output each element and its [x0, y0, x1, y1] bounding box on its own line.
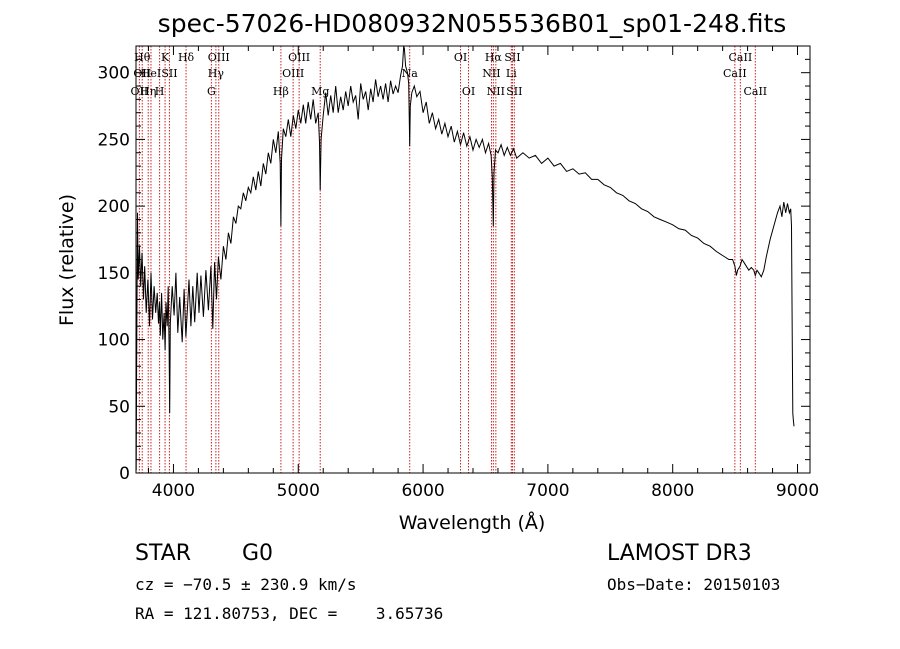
- x-tick-label: 4000: [152, 481, 195, 501]
- y-tick-label: 0: [119, 464, 130, 484]
- plot-frame: [135, 45, 811, 474]
- line-marker-label: H: [155, 85, 165, 98]
- line-marker-label: OIII: [288, 51, 310, 64]
- axis-tick-labels: 4000 5000 6000 7000 8000 9000 0 50 100 150 200 250 3…: [98, 64, 820, 501]
- line-marker-label: OIII: [282, 67, 304, 80]
- coordinates: RA = 121.80753, DEC = 3.65736: [135, 604, 443, 623]
- y-tick-label: 250: [98, 130, 130, 150]
- x-tick-label: 5000: [277, 481, 320, 501]
- line-marker-label: SII: [506, 85, 522, 98]
- line-marker-label: Hδ: [178, 51, 195, 64]
- line-marker-label: OIII: [208, 51, 230, 64]
- line-marker-label: Mg: [311, 85, 329, 98]
- line-marker-label: SII: [504, 51, 520, 64]
- line-marker-label: Hγ: [208, 67, 225, 80]
- line-marker-label: G: [207, 85, 216, 98]
- x-tick-label: 8000: [651, 481, 694, 501]
- line-marker-label: CaII: [743, 85, 767, 98]
- y-tick-label: 200: [98, 197, 130, 217]
- line-marker-label: K: [161, 51, 170, 64]
- object-subclass: G0: [242, 541, 273, 566]
- x-tick-label: 6000: [401, 481, 444, 501]
- spectrum-line: [135, 45, 795, 471]
- line-marker-layer: [138, 46, 756, 473]
- line-marker-label: NII: [487, 85, 505, 98]
- line-marker-label: Na: [402, 67, 419, 80]
- line-marker-label: Li: [506, 67, 517, 80]
- y-tick-label: 100: [98, 331, 130, 351]
- axis-ticks: [136, 46, 810, 474]
- survey-name: LAMOST DR3: [607, 541, 752, 566]
- line-marker-label: CaII: [729, 51, 753, 64]
- x-axis-label: Wavelength (Å): [399, 511, 546, 534]
- line-marker-label: NII: [482, 67, 500, 80]
- y-axis-label: Flux (relative): [56, 194, 78, 326]
- line-marker-label: Hη: [140, 85, 156, 98]
- line-marker-label: HeI: [141, 67, 161, 80]
- x-tick-label: 7000: [526, 481, 569, 501]
- line-marker-label: OII: [133, 67, 151, 80]
- line-marker-label: OII: [131, 85, 149, 98]
- y-tick-label: 150: [98, 264, 130, 284]
- line-marker-label: CaII: [723, 67, 747, 80]
- line-marker-label: Hβ: [273, 85, 289, 98]
- obs-date: Obs−Date: 20150103: [607, 575, 780, 594]
- object-class: STAR: [135, 541, 191, 566]
- line-marker-label: OI: [454, 51, 467, 64]
- x-tick-label: 9000: [776, 481, 819, 501]
- line-label-layer: OIIHθOIIHηHeIHKSIIHδGHγOIIIHβOIIIOIIIMgN…: [131, 51, 768, 98]
- y-tick-label: 300: [98, 64, 130, 84]
- line-marker-label: OI: [462, 85, 475, 98]
- line-marker-label: Hθ: [134, 51, 151, 64]
- chart-title: spec-57026-HD080932N055536B01_sp01-248.f…: [158, 9, 787, 38]
- redshift-cz: cz = −70.5 ± 230.9 km/s: [135, 575, 357, 594]
- y-tick-label: 50: [108, 397, 130, 417]
- line-marker-label: Hα: [485, 51, 503, 64]
- line-marker-label: SII: [161, 67, 177, 80]
